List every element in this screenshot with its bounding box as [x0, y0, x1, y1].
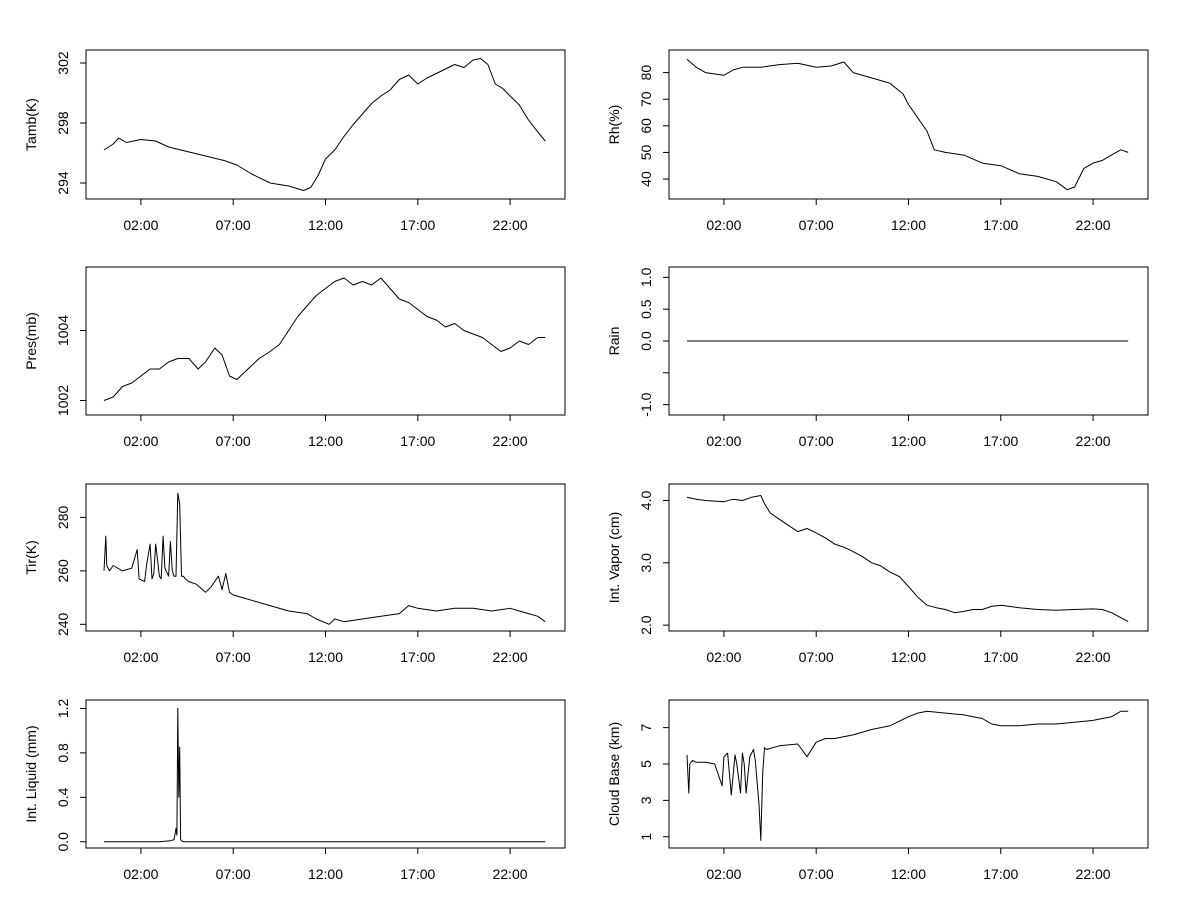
y-tick-label: 4.0 [638, 491, 654, 511]
x-tick-label: 22:00 [493, 217, 528, 233]
series-line-int-vapor [686, 495, 1129, 622]
x-tick-label: 02:00 [123, 433, 158, 449]
series-line-pres [103, 277, 546, 401]
y-axis-label: Tir(K) [23, 540, 39, 574]
y-tick-label: 70 [638, 91, 654, 107]
y-tick-label: 3.0 [638, 553, 654, 573]
chart-panel-6: 02:00 07:00 12:00 17:00 22:00 2.0 3.0 4.0 Int. V… [606, 483, 1149, 665]
x-tick-label: 07:00 [799, 433, 834, 449]
plot-frame [668, 49, 1149, 200]
x-tick-label: 12:00 [891, 217, 926, 233]
plot-frame [85, 483, 566, 632]
x-tick-label: 12:00 [308, 866, 343, 882]
x-tick-label: 17:00 [400, 217, 435, 233]
x-tick-label: 07:00 [216, 866, 251, 882]
x-tick-label: 12:00 [891, 433, 926, 449]
series-line-cloud-base [686, 710, 1129, 841]
x-tick-label: 07:00 [216, 649, 251, 665]
x-tick-label: 12:00 [891, 649, 926, 665]
x-tick-label: 02:00 [123, 649, 158, 665]
x-tick-label: 12:00 [891, 866, 926, 882]
y-tick-label: 0.5 [638, 299, 654, 319]
chart-panel-5: 02:00 07:00 12:00 17:00 22:00 240 260 280 Tir(K) [23, 483, 566, 665]
chart-panel-1: 02:00 07:00 12:00 17:00 22:00 294 298 302 Tamb(K… [23, 49, 566, 233]
series-line-tir [103, 492, 546, 625]
x-tick-label: 02:00 [706, 433, 741, 449]
x-tick-label: 02:00 [706, 649, 741, 665]
y-tick-label: 2.0 [638, 615, 654, 635]
plot-frame [85, 266, 566, 416]
y-tick-label: 60 [638, 118, 654, 134]
x-tick-label: 07:00 [216, 217, 251, 233]
y-tick-label: 1 [638, 833, 654, 841]
x-tick-label: 17:00 [983, 433, 1018, 449]
y-axis-label: Rain [606, 327, 622, 356]
y-tick-label: 0.4 [55, 787, 71, 807]
y-axis-label: Pres(mb) [23, 312, 39, 370]
y-axis-label: Int. Liquid (mm) [23, 725, 39, 822]
series-line-int-liquid [104, 707, 546, 843]
y-axis-label: Rh(%) [606, 105, 622, 145]
y-tick-label: 260 [55, 559, 71, 583]
x-tick-label: 22:00 [1076, 649, 1111, 665]
y-tick-label: 5 [638, 760, 654, 768]
x-tick-label: 22:00 [1076, 866, 1111, 882]
y-tick-label: 298 [55, 111, 71, 135]
x-tick-label: 02:00 [123, 217, 158, 233]
y-tick-label: 1.0 [638, 267, 654, 287]
x-tick-label: 07:00 [799, 866, 834, 882]
y-axis-label: Tamb(K) [23, 98, 39, 151]
x-tick-label: 07:00 [216, 433, 251, 449]
x-tick-label: 07:00 [799, 217, 834, 233]
chart-panel-4: 02:00 07:00 12:00 17:00 22:00 -1.0 0.0 0.5 1.0 Ra… [606, 266, 1149, 449]
y-tick-label: 240 [55, 612, 71, 636]
x-tick-label: 22:00 [493, 866, 528, 882]
y-tick-label: 280 [55, 506, 71, 530]
x-tick-label: 17:00 [983, 866, 1018, 882]
y-tick-label: 0.0 [55, 832, 71, 852]
x-tick-label: 17:00 [400, 866, 435, 882]
series-line-rh [686, 58, 1129, 191]
y-tick-label: 50 [638, 144, 654, 160]
y-tick-label: 3 [638, 796, 654, 804]
x-tick-label: 02:00 [706, 866, 741, 882]
x-tick-label: 12:00 [308, 649, 343, 665]
x-tick-label: 17:00 [400, 433, 435, 449]
x-tick-label: 02:00 [123, 866, 158, 882]
y-tick-label: 7 [638, 724, 654, 732]
x-tick-label: 17:00 [400, 649, 435, 665]
chart-panel-8: 02:00 07:00 12:00 17:00 22:00 1 3 5 7 Cloud Base … [606, 699, 1149, 882]
y-tick-label: 40 [638, 171, 654, 187]
x-tick-label: 07:00 [799, 649, 834, 665]
y-tick-label: 302 [55, 51, 71, 75]
x-tick-label: 22:00 [1076, 433, 1111, 449]
chart-panel-2: 02:00 07:00 12:00 17:00 22:00 40 50 60 70 80 Rh(%) [606, 49, 1149, 233]
x-tick-label: 12:00 [308, 433, 343, 449]
y-axis-label: Cloud Base (km) [606, 722, 622, 826]
x-tick-label: 17:00 [983, 217, 1018, 233]
y-tick-label: 0.0 [638, 331, 654, 351]
chart-panel-3: 02:00 07:00 12:00 17:00 22:00 1002 1004 Pres(mb… [23, 266, 566, 449]
y-tick-label: 1002 [55, 385, 71, 416]
y-axis-label: Int. Vapor (cm) [606, 512, 622, 604]
y-tick-label: 80 [638, 65, 654, 81]
y-tick-label: 0.8 [55, 743, 71, 763]
x-tick-label: 22:00 [1076, 217, 1111, 233]
x-tick-label: 17:00 [983, 649, 1018, 665]
y-tick-label: 1.2 [55, 699, 71, 719]
y-tick-label: 294 [55, 171, 71, 195]
plot-frame [85, 49, 566, 200]
x-tick-label: 12:00 [308, 217, 343, 233]
x-tick-label: 02:00 [706, 217, 741, 233]
plot-frame [85, 699, 566, 849]
x-tick-label: 22:00 [493, 649, 528, 665]
series-line-tamb [103, 58, 546, 191]
y-tick-label: -1.0 [638, 392, 654, 416]
y-tick-label: 1004 [55, 315, 71, 346]
chart-panel-7: 02:00 07:00 12:00 17:00 22:00 0.0 0.4 0.8 1.2 Int… [23, 699, 566, 882]
x-tick-label: 22:00 [493, 433, 528, 449]
